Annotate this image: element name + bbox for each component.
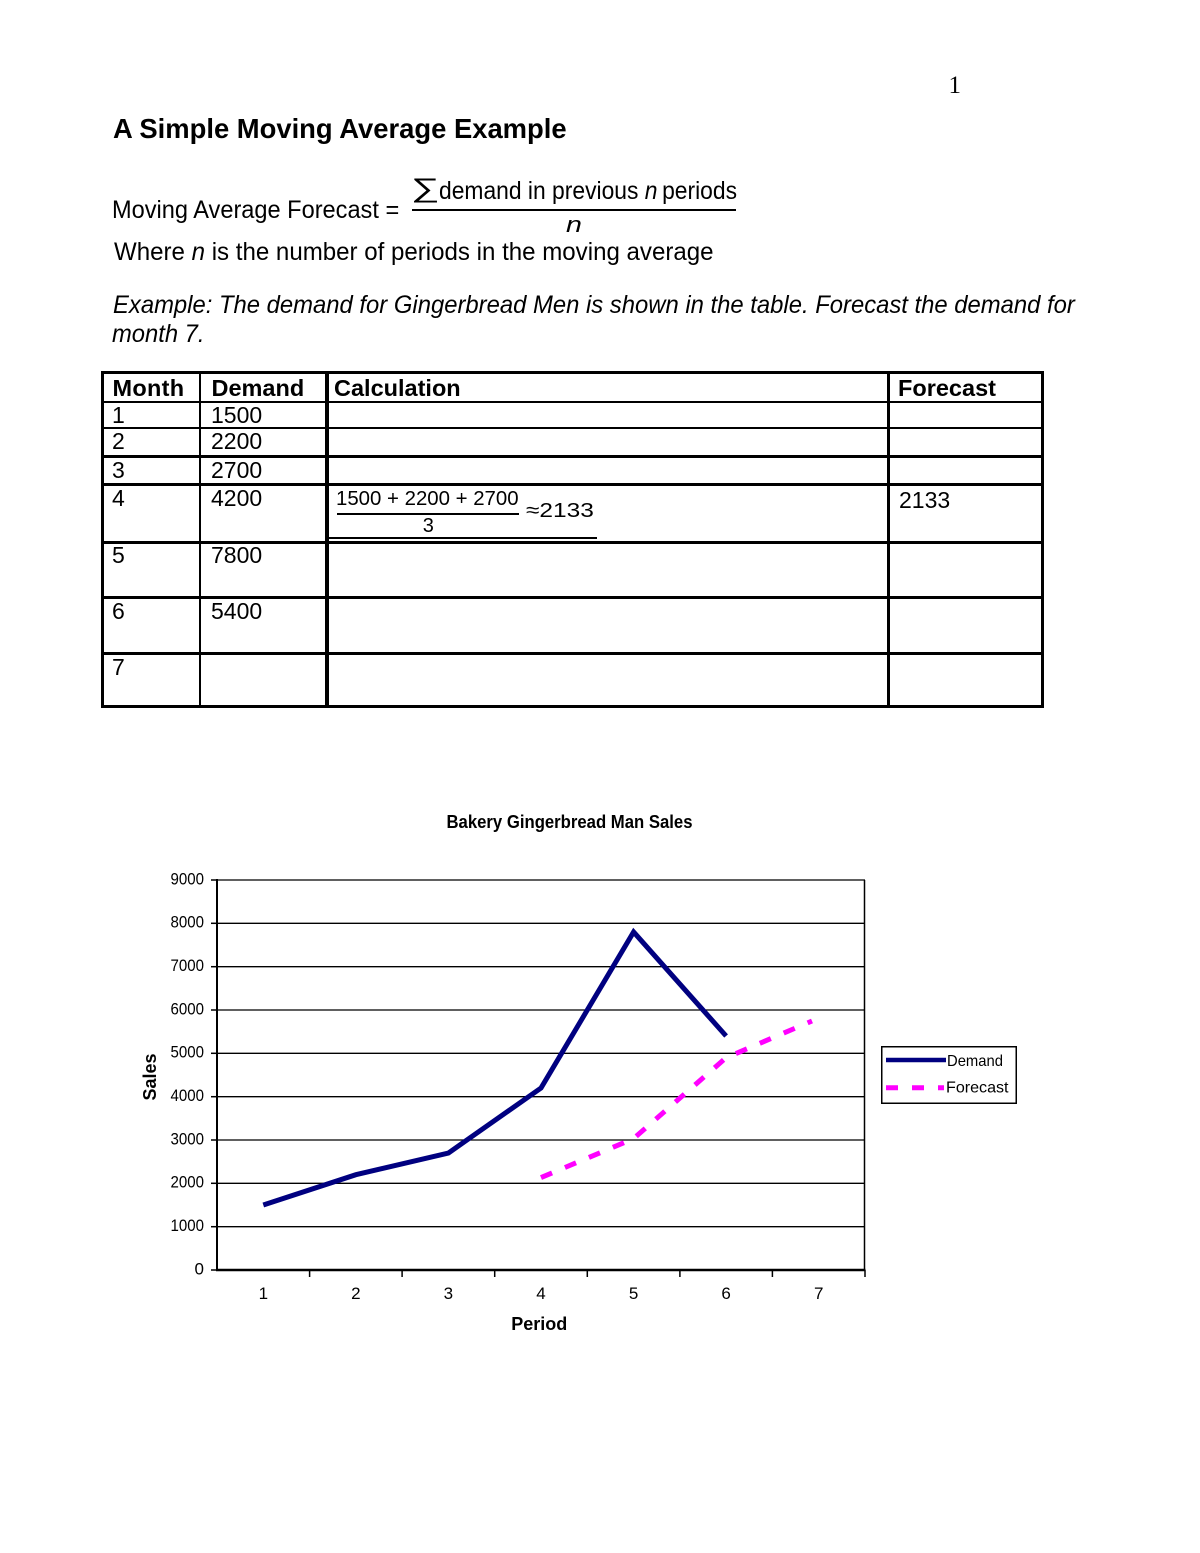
svg-text:5000: 5000 <box>171 1043 205 1062</box>
svg-text:2: 2 <box>351 1284 360 1303</box>
svg-text:9000: 9000 <box>171 869 205 888</box>
svg-text:4: 4 <box>536 1284 545 1303</box>
svg-text:7000: 7000 <box>171 956 205 975</box>
svg-text:4000: 4000 <box>171 1086 205 1105</box>
svg-text:Bakery Gingerbread Man Sales: Bakery Gingerbread Man Sales <box>447 811 693 832</box>
svg-text:Demand: Demand <box>947 1053 1003 1070</box>
svg-text:5: 5 <box>629 1284 638 1303</box>
svg-text:6: 6 <box>721 1284 730 1303</box>
svg-text:3: 3 <box>444 1284 453 1303</box>
svg-text:8000: 8000 <box>171 913 205 932</box>
svg-text:1: 1 <box>259 1284 268 1303</box>
svg-text:0: 0 <box>195 1259 204 1278</box>
svg-text:3000: 3000 <box>171 1129 205 1148</box>
svg-text:Forecast: Forecast <box>946 1080 1009 1097</box>
svg-text:Sales: Sales <box>140 1053 160 1100</box>
svg-text:6000: 6000 <box>171 999 205 1018</box>
svg-text:7: 7 <box>814 1284 823 1303</box>
svg-text:2000: 2000 <box>171 1173 205 1192</box>
svg-text:Period: Period <box>511 1314 567 1334</box>
svg-text:1000: 1000 <box>171 1216 205 1235</box>
